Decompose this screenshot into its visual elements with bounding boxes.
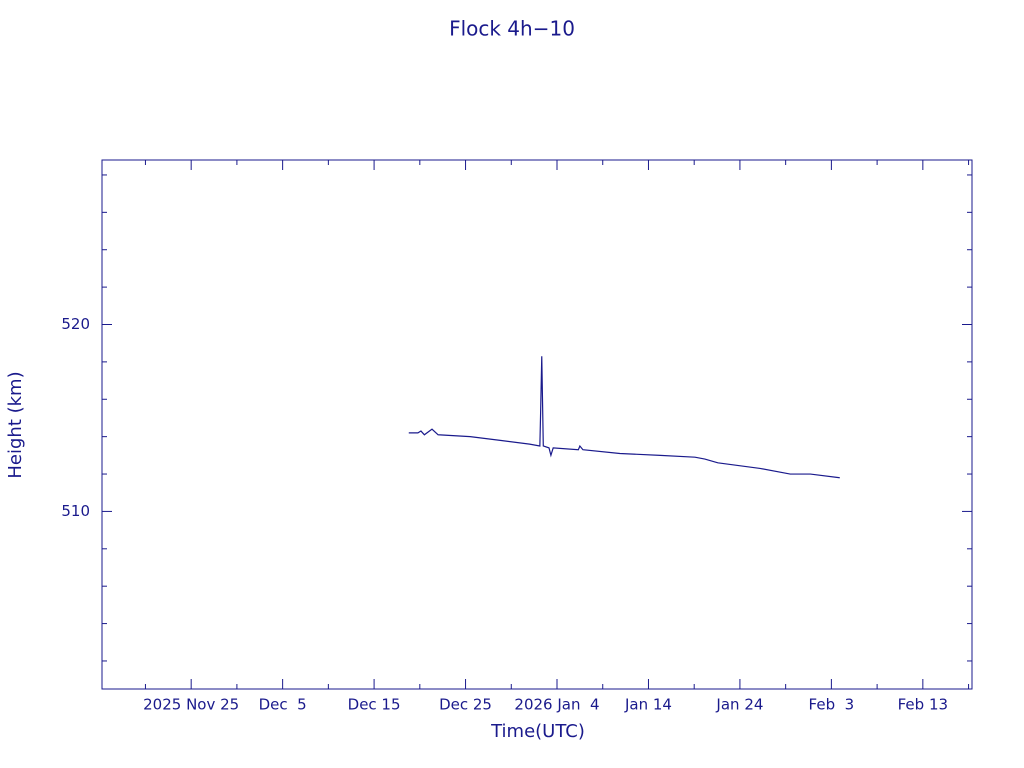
x-tick-label: Jan 24 bbox=[715, 696, 763, 714]
x-tick-label: Dec 15 bbox=[348, 696, 401, 714]
chart-title: Flock 4h−10 bbox=[449, 17, 575, 41]
x-axis-label: Time(UTC) bbox=[490, 721, 585, 742]
y-tick-label: 510 bbox=[61, 502, 90, 520]
y-axis-label: Height (km) bbox=[5, 371, 26, 478]
x-tick-label: Dec 5 bbox=[259, 696, 307, 714]
y-tick-label: 520 bbox=[61, 315, 90, 333]
x-tick-label: 2025 Nov 25 bbox=[143, 696, 239, 714]
x-tick-label: Dec 25 bbox=[439, 696, 492, 714]
data-line bbox=[408, 356, 840, 479]
x-tick-label: 2026 Jan 4 bbox=[514, 696, 599, 714]
x-tick-label: Feb 3 bbox=[809, 696, 855, 714]
plot-frame bbox=[101, 159, 973, 690]
x-tick-label: Jan 14 bbox=[624, 696, 672, 714]
x-tick-label: Feb 13 bbox=[898, 696, 948, 714]
